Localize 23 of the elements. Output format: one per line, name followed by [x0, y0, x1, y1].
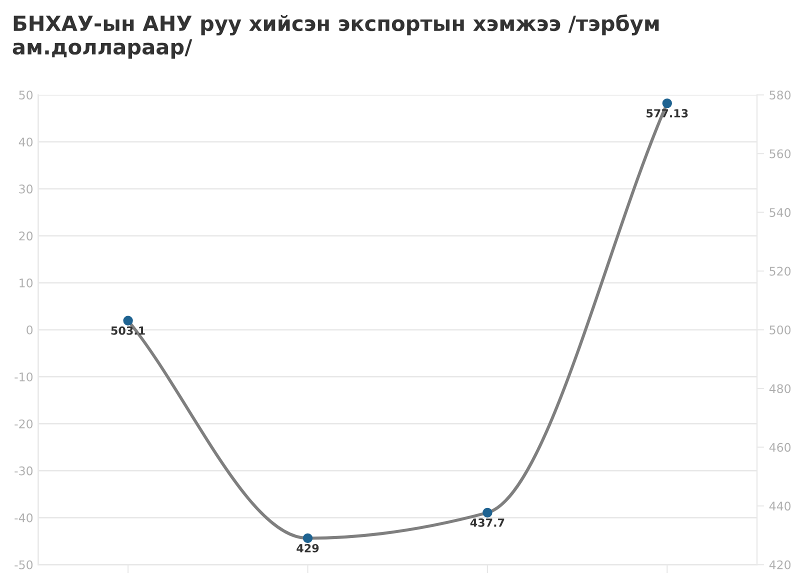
y-tick-label: 50: [19, 90, 33, 100]
y2-tick-label: 500: [770, 325, 791, 334]
y2-tick-label: 460: [769, 442, 791, 452]
data-label: 429: [296, 544, 319, 552]
y-tick-label: 20: [19, 232, 33, 240]
y-tick-label: -30: [14, 466, 33, 476]
data-label: 437.7: [470, 518, 504, 527]
y2-tick-label: 440: [769, 502, 791, 511]
y-tick-label: 0: [26, 325, 33, 334]
y2-tick-label: 520: [770, 266, 791, 276]
y2-tick-label: 580: [770, 90, 791, 100]
y-tick-label: 30: [19, 184, 33, 194]
chart-title: БНХАУ-ын АНУ руу хийсэн экспортын хэмжээ /тэрбум ам.доллараар/: [12, 14, 659, 59]
y2-tick-label: 420: [769, 560, 791, 570]
y-tick-label: -20: [14, 419, 33, 428]
y2-tick-label: 560: [770, 149, 791, 158]
y-tick-label: -40: [14, 513, 33, 522]
y2-tick-label: 480: [769, 384, 791, 394]
y2-tick-label: 540: [770, 208, 791, 217]
y-tick-label: 10: [20, 278, 33, 288]
y-tick-label: -10: [14, 372, 33, 382]
y-tick-label: 40: [18, 138, 33, 147]
y-tick-label: -50: [14, 560, 33, 570]
